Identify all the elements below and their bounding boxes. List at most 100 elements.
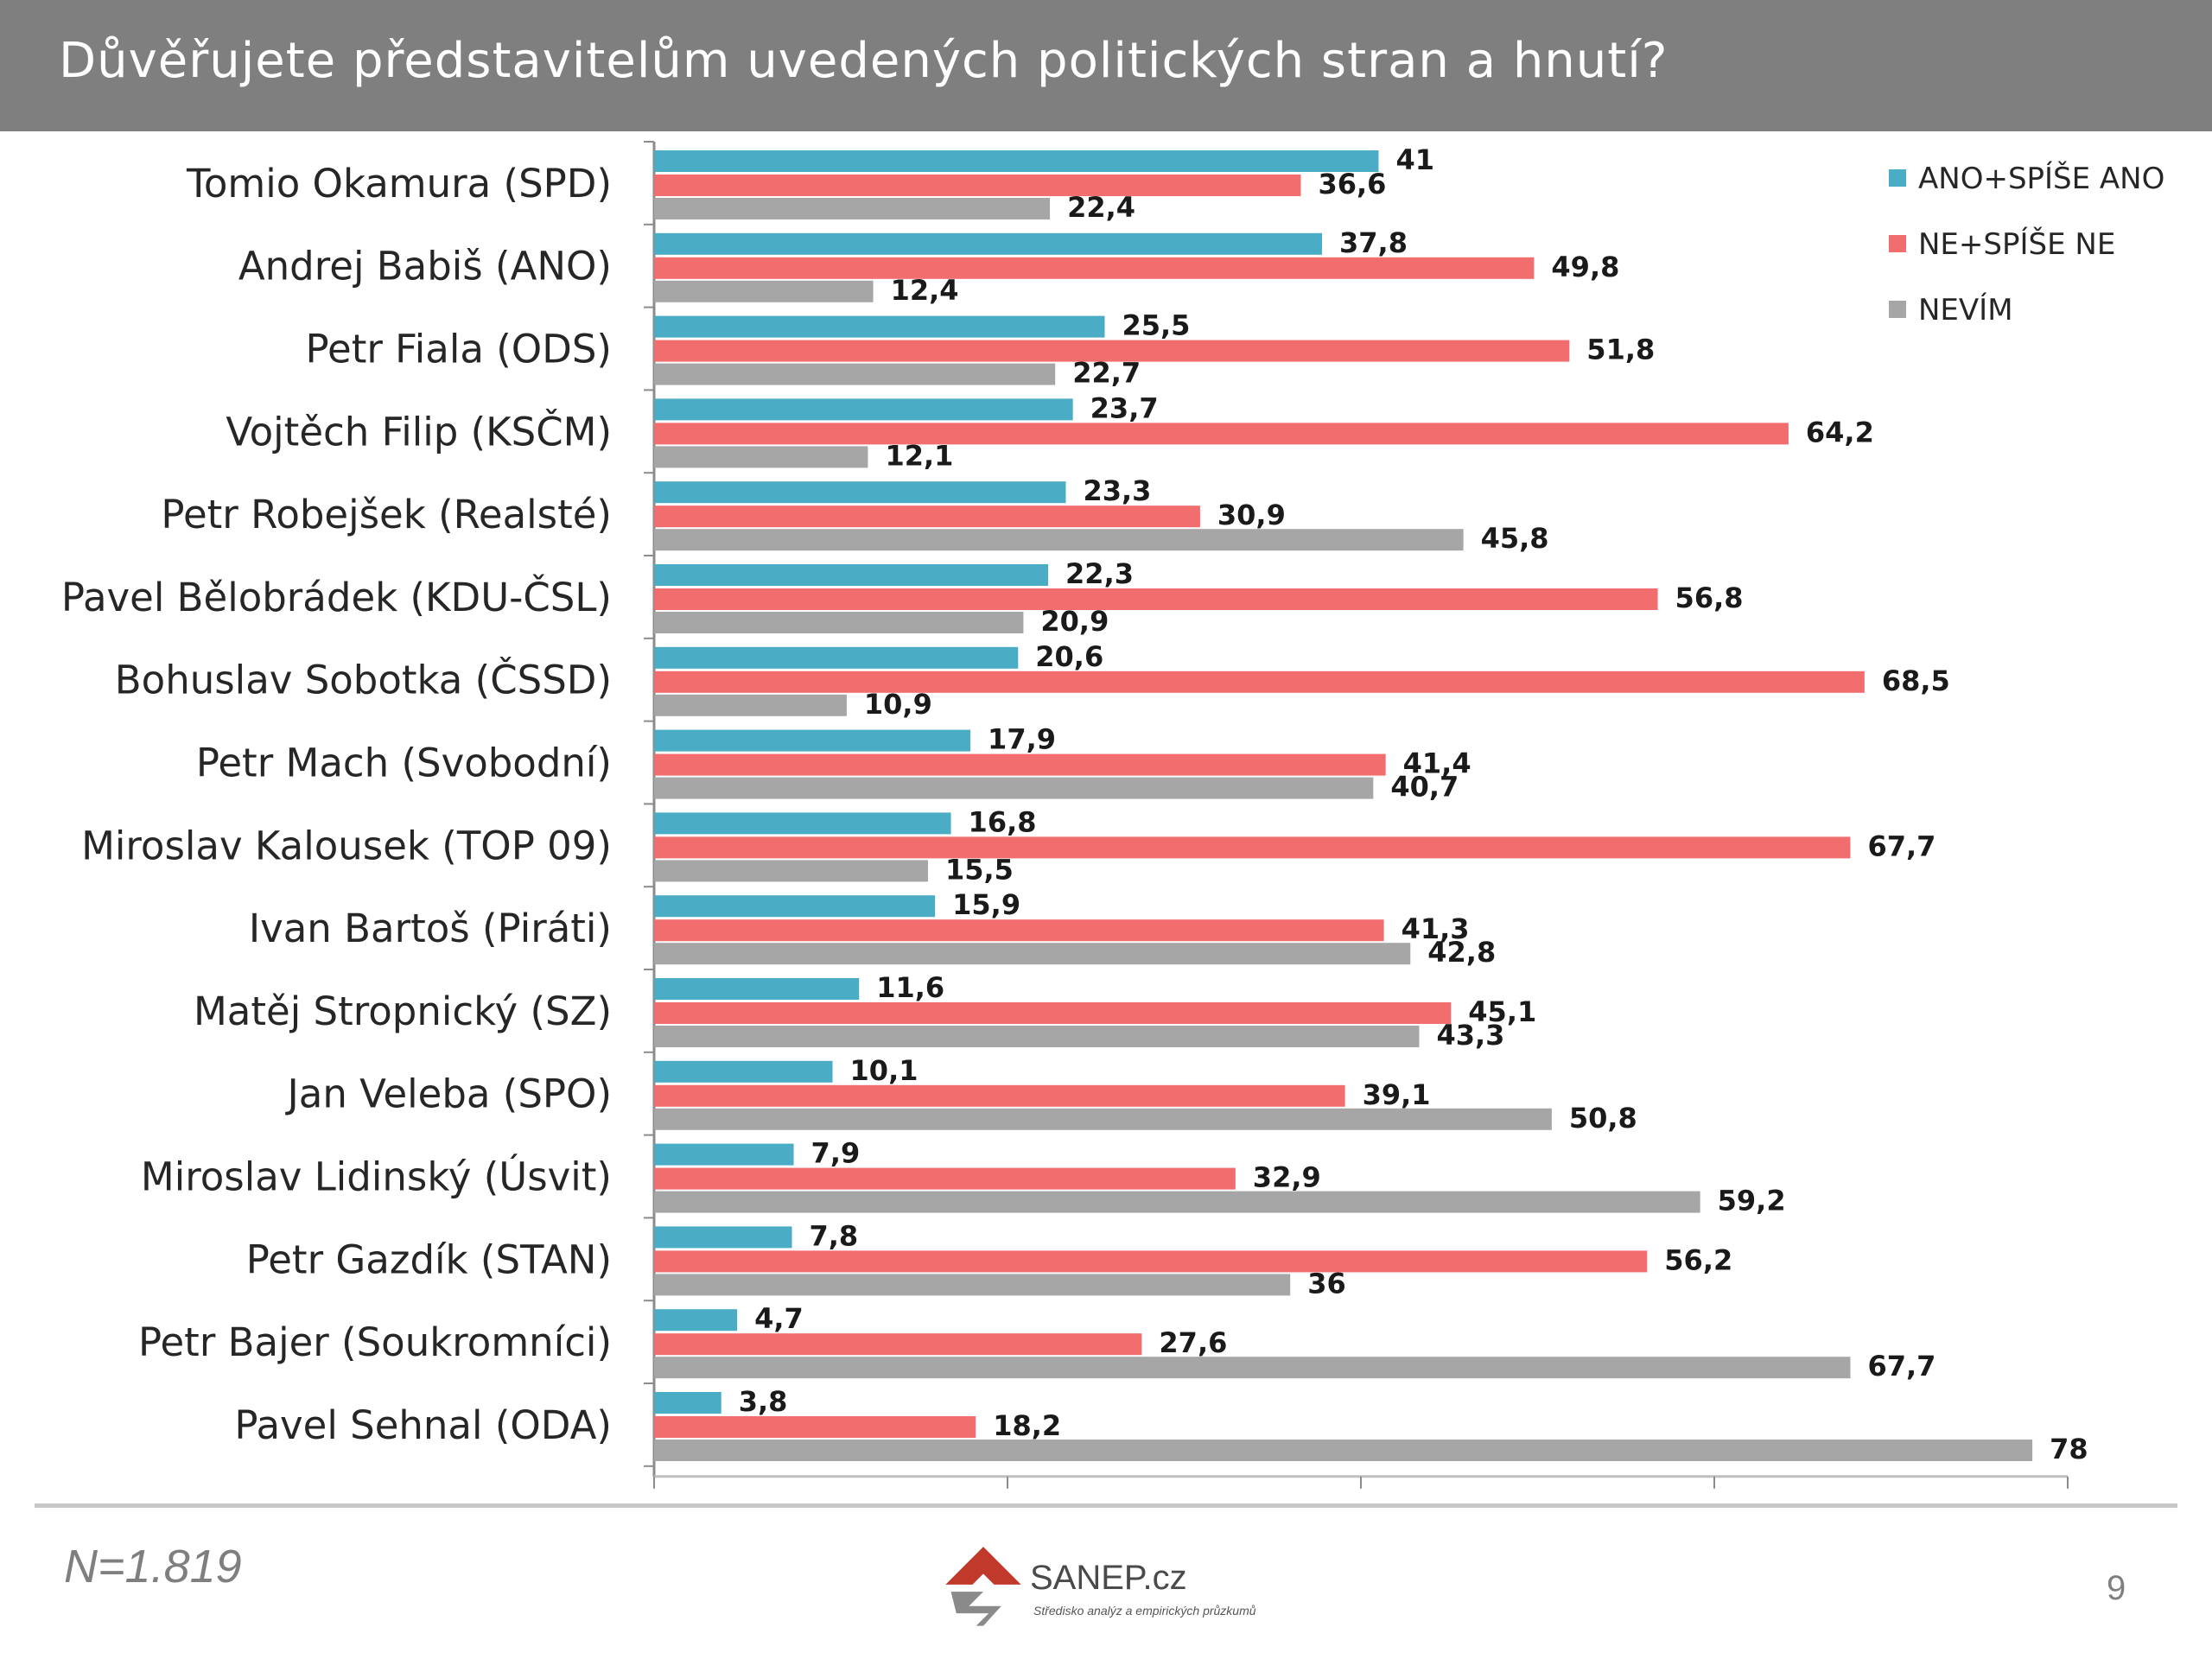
data-label: 20,6 — [1035, 640, 1103, 673]
data-label: 42,8 — [1427, 936, 1496, 969]
data-label: 23,3 — [1083, 474, 1151, 507]
category-label: Petr Fiala (ODS) — [306, 327, 613, 372]
bar — [654, 1309, 738, 1332]
bar — [654, 1274, 1291, 1296]
category-label: Miroslav Lidinský (Úsvit) — [141, 1154, 612, 1200]
data-label: 56,2 — [1664, 1243, 1732, 1276]
data-label: 78 — [2050, 1433, 2088, 1465]
data-label: 18,2 — [993, 1409, 1061, 1442]
bar — [654, 729, 971, 752]
data-label: 32,9 — [1253, 1161, 1321, 1194]
bar — [654, 1357, 1851, 1379]
bar — [654, 1084, 1345, 1107]
data-label: 25,5 — [1122, 309, 1190, 342]
bar — [654, 1416, 976, 1438]
data-label: 15,5 — [945, 853, 1014, 886]
bar — [654, 1250, 1648, 1273]
category-label: Vojtěch Filip (KSČM) — [226, 409, 612, 454]
data-label: 67,7 — [1867, 1350, 1936, 1382]
category-label: Tomio Okamura (SPD) — [186, 161, 612, 207]
bar — [654, 175, 1301, 196]
bar — [654, 919, 1384, 942]
data-label: 64,2 — [1806, 416, 1874, 448]
bar — [654, 1060, 833, 1083]
category-label: Pavel Bělobrádek (KDU-ČSL) — [61, 575, 612, 620]
data-label: 36 — [1307, 1267, 1346, 1300]
bar — [654, 280, 874, 302]
bar — [654, 315, 1105, 338]
bar — [654, 1143, 794, 1166]
sanep-logo: SANEP.cz Středisko analýz a empirických … — [938, 1543, 1301, 1638]
bar — [654, 671, 1865, 693]
category-label: Petr Robejšek (Realsté) — [161, 492, 612, 537]
category-label: Petr Mach (Svobodní) — [196, 741, 612, 786]
sample-size-note: N=1.819 — [64, 1541, 242, 1592]
data-label: 15,9 — [952, 888, 1020, 921]
data-label: 12,1 — [885, 439, 953, 472]
category-label: Jan Veleba (SPO) — [284, 1071, 612, 1117]
legend-label: ANO+SPÍŠE ANO — [1918, 161, 2164, 196]
data-label: 37,8 — [1339, 226, 1408, 259]
bar — [654, 505, 1200, 528]
data-label: 59,2 — [1718, 1185, 1786, 1217]
bar — [654, 978, 860, 1000]
bar — [654, 150, 1379, 172]
bar — [654, 1226, 792, 1249]
bar — [654, 895, 936, 918]
data-label: 41,3 — [1402, 912, 1470, 945]
data-label: 27,6 — [1159, 1326, 1227, 1359]
footer-divider — [35, 1503, 2177, 1508]
data-label: 56,8 — [1675, 582, 1744, 614]
page-number: 9 — [2107, 1569, 2126, 1607]
bar — [654, 398, 1073, 421]
data-label: 22,3 — [1065, 557, 1134, 590]
data-label: 10,1 — [850, 1054, 918, 1087]
data-label: 11,6 — [876, 971, 944, 1004]
category-label: Bohuslav Sobotka (ČSSD) — [115, 658, 612, 703]
bar — [654, 363, 1056, 385]
bar — [654, 753, 1386, 776]
data-label: 22,4 — [1067, 191, 1135, 224]
category-label: Ivan Bartoš (Piráti) — [249, 906, 612, 951]
data-label: 7,8 — [810, 1219, 859, 1252]
logo-tagline: Středisko analýz a empirických průzkumů — [1033, 1604, 1256, 1618]
bar — [654, 1002, 1452, 1024]
data-label: 3,8 — [739, 1385, 788, 1418]
bar — [654, 1108, 1552, 1130]
bar — [654, 1392, 721, 1414]
data-label: 68,5 — [1882, 664, 1950, 697]
bar — [654, 529, 1464, 551]
bar — [654, 812, 951, 835]
bar — [654, 232, 1323, 255]
data-label: 51,8 — [1586, 334, 1655, 366]
data-label: 39,1 — [1363, 1078, 1431, 1111]
bar — [654, 1440, 2033, 1461]
bar-chart: Tomio Okamura (SPD) 41 36,6 22,4 Andrej Babi… — [61, 141, 2164, 1489]
legend-swatch — [1889, 169, 1906, 187]
data-label: 36,6 — [1318, 168, 1386, 200]
data-label: 30,9 — [1217, 499, 1286, 531]
bar — [654, 198, 1051, 219]
bar — [654, 860, 928, 882]
bar — [654, 340, 1570, 362]
bar — [654, 1026, 1420, 1047]
bar — [654, 481, 1066, 504]
sanep-logo-icon — [945, 1547, 1021, 1626]
bar — [654, 1333, 1142, 1356]
slide-title: Důvěřujete představitelům uvedených poli… — [59, 33, 1669, 89]
data-label: 22,7 — [1072, 357, 1141, 390]
bar — [654, 836, 1851, 859]
data-label: 41,4 — [1403, 747, 1471, 780]
category-label: Petr Bajer (Soukromníci) — [138, 1319, 612, 1365]
bar — [654, 943, 1411, 965]
legend-swatch — [1889, 301, 1906, 318]
legend-swatch — [1889, 235, 1906, 252]
data-label: 41 — [1395, 143, 1434, 176]
data-label: 50,8 — [1569, 1102, 1637, 1135]
category-label: Petr Gazdík (STAN) — [246, 1236, 612, 1282]
data-label: 10,9 — [864, 688, 932, 721]
data-label: 23,7 — [1090, 391, 1159, 424]
data-label: 49,8 — [1551, 251, 1619, 283]
data-label: 4,7 — [754, 1302, 804, 1335]
bar — [654, 646, 1019, 669]
